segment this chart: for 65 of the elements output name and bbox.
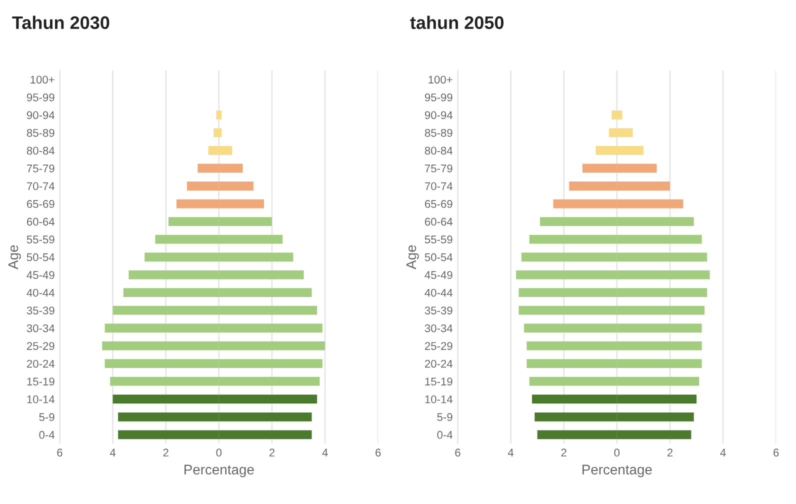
bar <box>216 110 219 120</box>
y-tick-label: 20-24 <box>26 360 55 368</box>
x-tick-label: 6 <box>455 448 460 457</box>
y-tick-label: 10-14 <box>425 395 453 404</box>
x-tick-label: 6 <box>57 448 62 457</box>
x-tick-label: 0 <box>614 448 620 457</box>
y-tick-label: 50-54 <box>424 253 453 262</box>
chart-title: tahun 2050 <box>410 16 504 30</box>
y-tick-label: 95-99 <box>424 93 452 102</box>
y-tick-label: 60-64 <box>424 218 453 226</box>
y-tick-label: 0-4 <box>437 430 453 439</box>
y-tick-label: 65-69 <box>26 200 54 208</box>
y-axis-title: Age <box>8 245 21 270</box>
y-tick-label: 40-44 <box>26 288 55 297</box>
y-tick-label: 50-54 <box>26 253 55 262</box>
y-tick-label: 30-34 <box>26 324 55 332</box>
x-tick-label: 4 <box>322 448 328 456</box>
y-tick-label: 80-84 <box>424 146 453 155</box>
bar <box>214 128 219 138</box>
x-tick-label: 2 <box>163 448 168 456</box>
x-tick-label: 4 <box>508 448 514 456</box>
x-tick-label: 4 <box>110 448 116 456</box>
y-tick-label: 70-74 <box>424 182 453 190</box>
x-tick-label: 2 <box>561 448 566 456</box>
y-tick-label: 5-9 <box>39 413 54 422</box>
y-tick-label: 95-99 <box>26 93 54 102</box>
x-axis-title: Percentage <box>184 464 254 478</box>
x-tick-label: 6 <box>376 448 381 457</box>
bar <box>218 110 222 120</box>
y-tick-label: 20-24 <box>424 360 453 368</box>
y-tick-label: 45-49 <box>26 271 54 279</box>
y-tick-label: 15-19 <box>27 378 54 386</box>
chart-title: Tahun 2030 <box>12 16 110 30</box>
y-tick-label: 45-49 <box>424 271 452 279</box>
y-tick-label: 30-34 <box>424 324 453 332</box>
y-tick-label: 55-59 <box>26 236 54 244</box>
y-tick-label: 100+ <box>428 76 452 84</box>
y-tick-label: 90-94 <box>424 111 453 120</box>
y-tick-label: 35-39 <box>424 306 452 314</box>
y-tick-label: 15-19 <box>425 378 452 386</box>
y-tick-label: 80-84 <box>26 146 55 155</box>
y-tick-label: 25-29 <box>424 342 452 350</box>
y-tick-label: 5-9 <box>437 413 452 422</box>
x-tick-label: 2 <box>269 448 274 456</box>
y-axis-title: Age <box>406 245 419 270</box>
x-axis-title: Percentage <box>582 464 652 478</box>
y-tick-label: 10-14 <box>27 395 55 404</box>
y-tick-label: 70-74 <box>26 182 55 190</box>
y-tick-label: 100+ <box>30 76 54 84</box>
y-tick-label: 90-94 <box>26 111 55 120</box>
y-tick-label: 75-79 <box>26 164 54 172</box>
y-tick-label: 40-44 <box>424 288 453 297</box>
y-tick-label: 25-29 <box>26 342 54 350</box>
x-tick-label: 4 <box>720 448 726 456</box>
x-tick-label: 0 <box>216 448 222 457</box>
y-tick-label: 85-89 <box>424 128 452 137</box>
y-tick-label: 75-79 <box>424 164 452 172</box>
y-tick-label: 55-59 <box>424 236 452 244</box>
y-tick-label: 60-64 <box>26 218 55 226</box>
y-tick-label: 85-89 <box>26 128 54 137</box>
y-tick-label: 65-69 <box>424 200 452 208</box>
y-tick-label: 35-39 <box>26 306 54 314</box>
x-tick-label: 6 <box>774 448 779 457</box>
y-tick-label: 0-4 <box>39 430 55 439</box>
x-tick-label: 2 <box>667 448 672 456</box>
